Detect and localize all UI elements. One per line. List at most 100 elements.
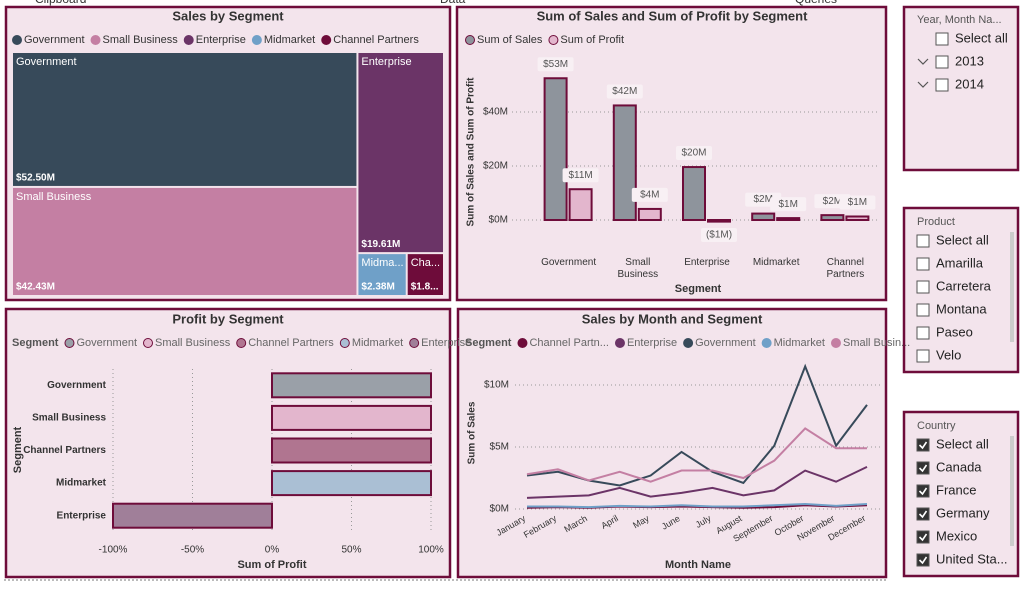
y-tick-label: $5M xyxy=(490,442,509,453)
checkbox[interactable] xyxy=(916,257,930,271)
checkbox[interactable] xyxy=(916,530,930,544)
checkbox[interactable] xyxy=(935,55,949,69)
treemap-tile xyxy=(13,53,357,186)
tile-value: $2.38M xyxy=(361,282,394,293)
slicer-item[interactable]: Velo xyxy=(936,347,961,362)
x-tick-label: Channel Partners xyxy=(826,257,865,280)
data-label: $1M xyxy=(778,199,797,210)
legend-title: Segment xyxy=(465,337,512,349)
x-tick-label: Enterprise xyxy=(684,257,730,268)
treemap-tile xyxy=(358,53,443,253)
checkbox[interactable] xyxy=(916,326,930,340)
checkmark xyxy=(918,441,928,450)
treemap-tile xyxy=(13,187,357,295)
x-axis-title: Sum of Profit xyxy=(237,559,306,571)
slicer-item[interactable]: Paseo xyxy=(936,324,973,339)
slicer-item[interactable]: Select all xyxy=(936,232,989,247)
checkbox[interactable] xyxy=(916,461,930,475)
checkbox[interactable] xyxy=(916,553,930,567)
chevron[interactable] xyxy=(917,58,929,65)
legend-marker xyxy=(761,338,772,348)
checkbox[interactable] xyxy=(916,507,930,521)
checkbox[interactable] xyxy=(935,32,949,46)
data-label: $4M xyxy=(640,190,659,201)
data-label: $2M xyxy=(753,194,772,205)
y-axis-title: Sum of Sales and Sum of Profit xyxy=(466,77,477,227)
slicer-item[interactable]: United Sta... xyxy=(936,551,1008,566)
y-tick-label: $0M xyxy=(490,504,509,515)
y-tick-label: Enterprise xyxy=(57,510,107,521)
checkmark xyxy=(918,556,928,565)
chart-title: Sales by Segment xyxy=(172,8,284,23)
slicer-item[interactable]: Select all xyxy=(936,436,989,451)
legend-marker xyxy=(517,338,528,348)
bar xyxy=(707,219,731,223)
x-axis-title: Segment xyxy=(675,283,722,295)
legend-label: Midmarket xyxy=(774,337,825,349)
line xyxy=(526,427,867,483)
legend-marker xyxy=(548,35,559,45)
legend-label: Sum of Profit xyxy=(560,34,624,46)
legend-marker xyxy=(321,35,332,45)
legend-marker xyxy=(465,35,475,45)
checkbox[interactable] xyxy=(916,280,930,294)
slicer-panel xyxy=(902,5,1020,172)
data-label-bg xyxy=(562,168,599,183)
checkbox[interactable] xyxy=(916,438,930,452)
x-tick-label: Government xyxy=(541,257,597,268)
data-label: $11M xyxy=(568,170,592,181)
bar xyxy=(776,217,801,222)
data-label-bg xyxy=(770,197,807,212)
treemap-tile xyxy=(407,254,443,295)
slicer-item[interactable]: Germany xyxy=(936,505,990,520)
y-tick-label: $0M xyxy=(489,215,508,226)
slicer-item[interactable]: Amarilla xyxy=(936,255,984,270)
bar xyxy=(112,502,273,529)
bar xyxy=(568,188,593,222)
legend-label: Government xyxy=(76,337,137,349)
slicer-item[interactable]: Mexico xyxy=(936,528,977,543)
data-label-bg xyxy=(606,84,643,99)
legend-marker xyxy=(683,338,694,348)
legend-marker xyxy=(614,338,625,348)
checkbox[interactable] xyxy=(935,78,949,92)
chart-title: Sales by Month and Segment xyxy=(582,311,763,326)
tile-label: Government xyxy=(16,56,77,68)
panel xyxy=(455,5,888,302)
chart-title: Profit by Segment xyxy=(172,311,284,326)
legend-label: Channel Partners xyxy=(333,34,419,46)
legend-marker xyxy=(183,35,194,45)
checkbox[interactable] xyxy=(916,234,930,248)
data-label-bg xyxy=(537,57,574,72)
y-tick-label: $20M xyxy=(483,161,508,172)
data-label: $1M xyxy=(848,197,867,208)
checkbox[interactable] xyxy=(916,349,930,363)
legend-marker xyxy=(830,338,841,348)
y-tick-label: Small Business xyxy=(32,413,106,424)
legend-marker xyxy=(409,338,420,348)
slicer-item[interactable]: Montana xyxy=(936,301,987,316)
legend-marker xyxy=(339,338,350,348)
legend-title: Segment xyxy=(12,337,59,349)
slicer-item[interactable]: Canada xyxy=(936,459,982,474)
y-tick-label: $40M xyxy=(483,107,508,118)
slicer-item[interactable]: France xyxy=(936,482,976,497)
checkbox[interactable] xyxy=(916,303,930,317)
slicer-title: Country xyxy=(917,420,956,432)
legend-label: Small Busin... xyxy=(843,337,910,349)
checkbox[interactable] xyxy=(916,484,930,498)
ribbon-label: Queries xyxy=(795,0,837,6)
data-label: $2M xyxy=(823,196,842,207)
tile-value: $52.50M xyxy=(16,173,55,184)
slicer-item[interactable]: 2013 xyxy=(955,53,984,68)
legend-marker xyxy=(236,338,247,348)
chart-title: Sum of Sales and Sum of Profit by Segmen… xyxy=(537,8,809,23)
x-tick-label: -100% xyxy=(99,545,128,556)
slicer-item[interactable]: Select all xyxy=(955,30,1008,45)
legend-marker xyxy=(64,338,75,348)
chevron[interactable] xyxy=(917,81,929,88)
checkmark xyxy=(918,533,928,542)
slicer-item[interactable]: 2014 xyxy=(955,76,984,91)
slicer-title: Year, Month Na... xyxy=(917,14,1002,26)
slicer-item[interactable]: Carretera xyxy=(936,278,992,293)
